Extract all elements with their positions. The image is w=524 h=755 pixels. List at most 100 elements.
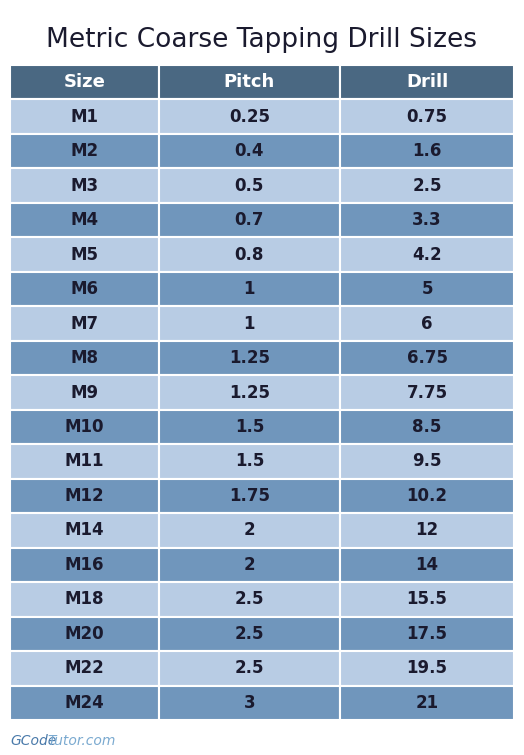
Bar [10, 582, 159, 617]
Bar [159, 617, 340, 651]
Text: 17.5: 17.5 [407, 625, 447, 643]
Text: 1.5: 1.5 [235, 452, 264, 470]
Text: 0.25: 0.25 [229, 108, 270, 126]
Text: M16: M16 [64, 556, 104, 574]
Text: 9.5: 9.5 [412, 452, 442, 470]
Text: Metric Coarse Tapping Drill Sizes: Metric Coarse Tapping Drill Sizes [47, 27, 477, 53]
Text: 0.7: 0.7 [235, 211, 264, 229]
Bar [159, 375, 340, 410]
Bar [340, 134, 514, 168]
Text: Size: Size [63, 73, 105, 91]
Bar [10, 547, 159, 582]
Text: M14: M14 [64, 522, 104, 539]
Text: 6: 6 [421, 315, 433, 332]
Text: 3: 3 [244, 694, 255, 712]
Text: 0.75: 0.75 [407, 108, 447, 126]
Text: 3.3: 3.3 [412, 211, 442, 229]
Text: M7: M7 [70, 315, 99, 332]
Text: GCode: GCode [10, 734, 56, 748]
Bar [159, 203, 340, 237]
Bar [159, 65, 340, 100]
Text: M3: M3 [70, 177, 99, 195]
Text: M5: M5 [70, 245, 99, 263]
Text: 1.6: 1.6 [412, 142, 442, 160]
Bar [10, 444, 159, 479]
Text: M8: M8 [70, 349, 99, 367]
Bar [10, 307, 159, 341]
Bar [340, 307, 514, 341]
Bar [10, 237, 159, 272]
Bar [340, 100, 514, 134]
Bar [10, 513, 159, 547]
Text: 14: 14 [416, 556, 439, 574]
Bar [340, 272, 514, 307]
Text: 1.5: 1.5 [235, 418, 264, 436]
Bar [159, 479, 340, 513]
Text: 2: 2 [244, 556, 255, 574]
Text: 2.5: 2.5 [412, 177, 442, 195]
Text: 4.2: 4.2 [412, 245, 442, 263]
Bar [10, 341, 159, 375]
Bar [159, 307, 340, 341]
Bar [10, 100, 159, 134]
Text: 1: 1 [244, 280, 255, 298]
Bar [10, 168, 159, 203]
Text: Tutor.com: Tutor.com [47, 734, 115, 748]
Bar [340, 65, 514, 100]
Bar [340, 582, 514, 617]
Bar [159, 547, 340, 582]
Bar [159, 444, 340, 479]
Text: M12: M12 [64, 487, 104, 505]
Text: 21: 21 [416, 694, 439, 712]
Text: 1.25: 1.25 [229, 384, 270, 402]
Text: M9: M9 [70, 384, 99, 402]
Text: M20: M20 [64, 625, 104, 643]
Text: 1.75: 1.75 [229, 487, 270, 505]
Bar [340, 375, 514, 410]
Bar [340, 479, 514, 513]
Bar [159, 272, 340, 307]
Bar [10, 651, 159, 686]
Text: 1: 1 [244, 315, 255, 332]
Bar [159, 410, 340, 444]
Text: 0.4: 0.4 [235, 142, 264, 160]
Text: 15.5: 15.5 [407, 590, 447, 609]
Text: M24: M24 [64, 694, 104, 712]
Bar [159, 651, 340, 686]
Bar [340, 513, 514, 547]
Bar [10, 410, 159, 444]
Text: 5: 5 [421, 280, 433, 298]
Text: 2.5: 2.5 [235, 590, 264, 609]
Bar [159, 582, 340, 617]
Text: 7.75: 7.75 [407, 384, 447, 402]
Text: M18: M18 [64, 590, 104, 609]
Text: M11: M11 [64, 452, 104, 470]
Text: 1.25: 1.25 [229, 349, 270, 367]
Text: 2.5: 2.5 [235, 625, 264, 643]
Bar [159, 341, 340, 375]
Bar [340, 168, 514, 203]
Bar [159, 686, 340, 720]
Text: 0.5: 0.5 [235, 177, 264, 195]
Bar [10, 617, 159, 651]
Text: M1: M1 [70, 108, 99, 126]
Text: M2: M2 [70, 142, 99, 160]
Bar [10, 479, 159, 513]
Text: Pitch: Pitch [224, 73, 275, 91]
Text: 8.5: 8.5 [412, 418, 442, 436]
Text: 10.2: 10.2 [407, 487, 447, 505]
Bar [340, 444, 514, 479]
Bar [340, 410, 514, 444]
Bar [159, 237, 340, 272]
Bar [10, 65, 159, 100]
Text: 2: 2 [244, 522, 255, 539]
Text: M6: M6 [70, 280, 99, 298]
Bar [340, 686, 514, 720]
Text: 6.75: 6.75 [407, 349, 447, 367]
Bar [159, 134, 340, 168]
Text: M22: M22 [64, 659, 104, 677]
Text: M10: M10 [64, 418, 104, 436]
Bar [10, 272, 159, 307]
Bar [10, 375, 159, 410]
Bar [10, 203, 159, 237]
